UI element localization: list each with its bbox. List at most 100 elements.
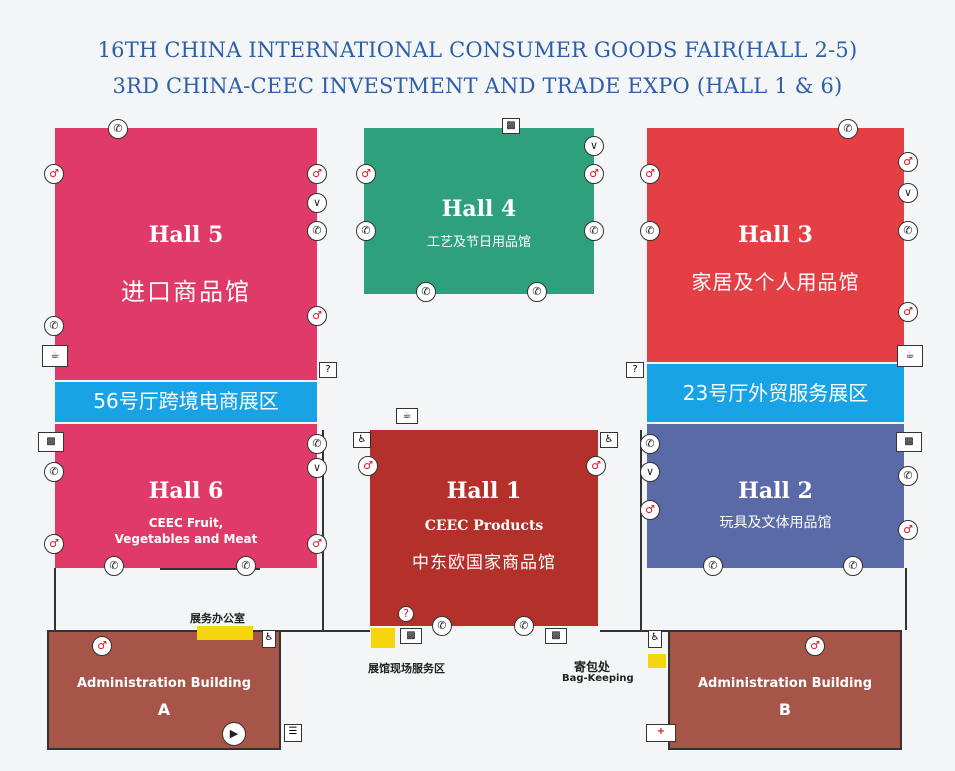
info-icon[interactable]: ? [398,606,414,622]
bag-keeping-label-en: Bag-Keeping [562,673,634,684]
atm-icon[interactable]: ▩ [38,432,64,452]
hall-3[interactable]: Hall 3 家居及个人用品馆 [647,128,904,362]
admin-a-label: Administration Building [77,676,251,691]
hall-2-name: Hall 2 [738,478,813,504]
info-icon[interactable]: ? [626,362,644,378]
notice-board-icon[interactable]: ☰ [284,724,302,742]
phone-icon[interactable]: ✆ [843,556,863,576]
service-office-marker [197,626,253,640]
megaphone-icon[interactable]: ▶ [222,722,246,746]
hall-4[interactable]: Hall 4 工艺及节日用品馆 [364,128,594,294]
restroom-icon[interactable]: ♂ [586,456,606,476]
hall-6-subtitle-2: Vegetables and Meat [114,532,258,546]
phone-icon[interactable]: ✆ [898,221,918,241]
phone-icon[interactable]: ✆ [307,221,327,241]
phone-icon[interactable]: ✆ [527,282,547,302]
restroom-icon[interactable]: ♂ [640,164,660,184]
restroom-icon[interactable]: ♂ [584,164,604,184]
restroom-icon[interactable]: ♂ [307,164,327,184]
cafe-icon[interactable]: ☕ [897,345,923,367]
atm-icon[interactable]: ▩ [502,118,520,134]
restroom-icon[interactable]: ♂ [898,302,918,322]
hall-1-name: Hall 1 [446,478,522,504]
restroom-icon[interactable]: ♂ [805,636,825,656]
phone-icon[interactable]: ✆ [44,462,64,482]
first-aid-icon[interactable]: + [646,724,676,742]
restroom-icon[interactable]: ♂ [898,152,918,172]
cafe-icon[interactable]: ☕ [396,408,418,424]
foreign-trade-service-band[interactable]: 23号厅外贸服务展区 [647,364,904,422]
hall-5-subtitle: 进口商品馆 [121,278,251,306]
bag-keeping-label-cn: 寄包处 [574,660,611,674]
hall-5-name: Hall 5 [148,222,224,248]
atm-icon[interactable]: ▩ [896,432,922,452]
restroom-icon[interactable]: ♂ [92,636,112,656]
hall-5[interactable]: Hall 5 进口商品馆 [55,128,317,380]
phone-icon[interactable]: ✆ [514,616,534,636]
phone-icon[interactable]: ✆ [432,616,452,636]
restroom-icon[interactable]: ♂ [898,520,918,540]
map-title-line2: 3RD CHINA-CEEC INVESTMENT AND TRADE EXPO… [112,74,843,98]
wheelchair-icon[interactable]: ♿ [262,630,276,648]
hall-3-subtitle: 家居及个人用品馆 [691,270,860,294]
hall-1-subtitle-en: CEEC Products [424,518,544,534]
restroom-icon[interactable]: ♂ [44,164,64,184]
cross-border-ecommerce-band[interactable]: 56号厅跨境电商展区 [55,382,317,422]
onsite-service-marker [371,628,395,648]
wheelchair-icon[interactable]: ♿ [600,432,618,448]
service-office-label: 展务办公室 [190,612,245,625]
atm-icon[interactable]: ▩ [400,628,422,644]
phone-icon[interactable]: ✆ [640,221,660,241]
hall-1[interactable]: Hall 1 CEEC Products 中东欧国家商品馆 [370,430,598,626]
restroom-icon[interactable]: ♂ [307,306,327,326]
admin-a-letter: A [157,700,171,719]
phone-icon[interactable]: ✆ [356,221,376,241]
hall-6-subtitle-1: CEEC Fruit, [148,516,224,530]
connector-line [322,430,324,630]
drinking-water-icon[interactable]: ∨ [584,136,604,156]
phone-icon[interactable]: ✆ [104,556,124,576]
restroom-icon[interactable]: ♂ [356,164,376,184]
phone-icon[interactable]: ✆ [703,556,723,576]
bag-keeping-marker [648,654,666,668]
drinking-water-icon[interactable]: ∨ [307,458,327,478]
hall-3-name: Hall 3 [738,222,813,248]
drinking-water-icon[interactable]: ∨ [307,193,327,213]
administration-building-b[interactable]: Administration Building B [668,630,902,750]
corridor-line [600,630,670,632]
phone-icon[interactable]: ✆ [898,466,918,486]
atm-icon[interactable]: ▩ [545,628,567,644]
map-title-line1: 16TH CHINA INTERNATIONAL CONSUMER GOODS … [97,38,858,62]
connector-line [640,430,642,630]
restroom-icon[interactable]: ♂ [44,534,64,554]
phone-icon[interactable]: ✆ [640,434,660,454]
phone-icon[interactable]: ✆ [108,119,128,139]
hall-2[interactable]: Hall 2 玩具及文体用品馆 [647,424,904,568]
wheelchair-icon[interactable]: ♿ [353,432,371,448]
phone-icon[interactable]: ✆ [236,556,256,576]
hall-2-subtitle: 玩具及文体用品馆 [719,515,832,531]
cafe-icon[interactable]: ☕ [42,345,68,367]
admin-b-label: Administration Building [698,676,872,691]
hall-6-name: Hall 6 [148,478,224,504]
onsite-service-label: 展馆现场服务区 [368,662,445,675]
hall-4-subtitle: 工艺及节日用品馆 [426,235,531,250]
corridor-line [160,568,260,570]
wheelchair-icon[interactable]: ♿ [648,630,662,648]
hall-4-name: Hall 4 [441,196,517,222]
phone-icon[interactable]: ✆ [307,434,327,454]
admin-b-letter: B [778,700,792,719]
hall-6[interactable]: Hall 6 CEEC Fruit, Vegetables and Meat [55,424,317,568]
phone-icon[interactable]: ✆ [838,119,858,139]
phone-icon[interactable]: ✆ [584,221,604,241]
drinking-water-icon[interactable]: ∨ [640,462,660,482]
phone-icon[interactable]: ✆ [416,282,436,302]
restroom-icon[interactable]: ♂ [358,456,378,476]
restroom-icon[interactable]: ♂ [307,534,327,554]
drinking-water-icon[interactable]: ∨ [898,183,918,203]
info-icon[interactable]: ? [319,362,337,378]
connector-line [905,568,907,630]
phone-icon[interactable]: ✆ [44,316,64,336]
restroom-icon[interactable]: ♂ [640,500,660,520]
